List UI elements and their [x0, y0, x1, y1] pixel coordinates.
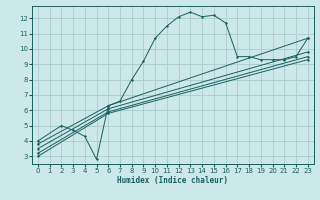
X-axis label: Humidex (Indice chaleur): Humidex (Indice chaleur) — [117, 176, 228, 185]
